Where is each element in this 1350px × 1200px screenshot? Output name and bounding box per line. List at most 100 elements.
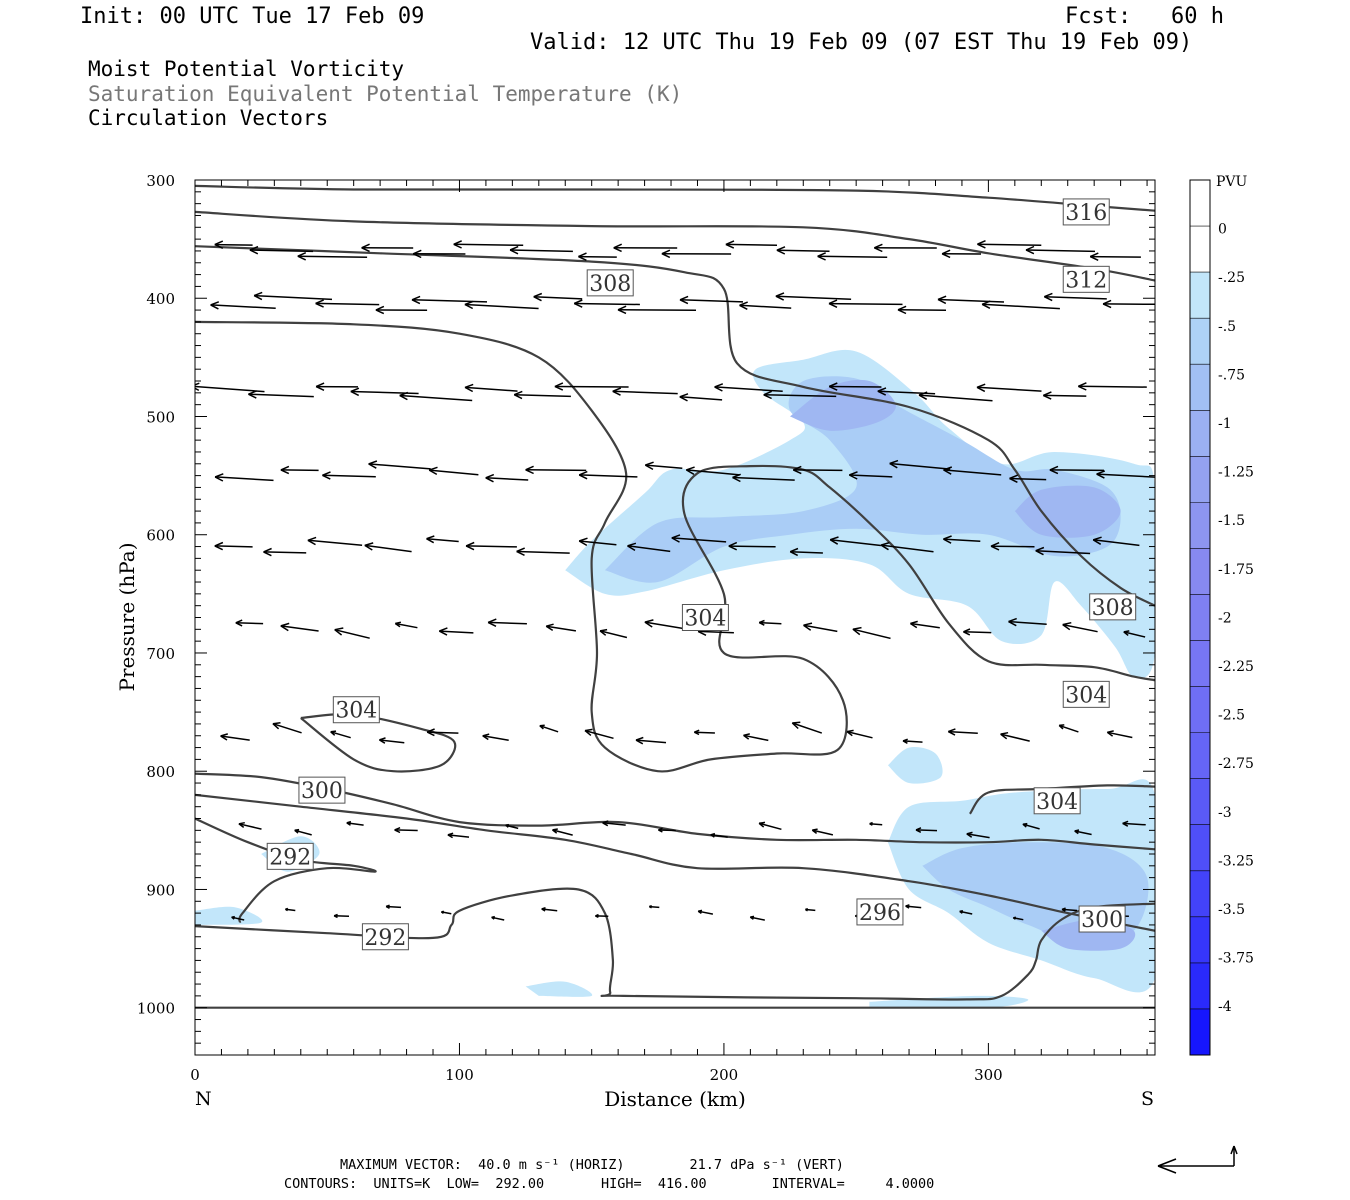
vector-arrow-120 bbox=[791, 721, 823, 734]
vector-arrow-114 bbox=[482, 733, 509, 741]
vector-arrow-161 bbox=[1061, 907, 1078, 912]
vector-arrow-58 bbox=[368, 460, 431, 470]
vector-arrow-68 bbox=[889, 459, 951, 470]
y-tick-label: 300 bbox=[146, 172, 175, 190]
vector-arrow-149 bbox=[440, 910, 452, 915]
vector-arrow-124 bbox=[1000, 731, 1030, 742]
vector-arrow-63 bbox=[644, 461, 683, 471]
field-theta-es: Saturation Equivalent Potential Temperat… bbox=[88, 82, 683, 106]
contour-label-292-12: 292 bbox=[266, 842, 314, 870]
vector-arrow-29 bbox=[739, 301, 792, 310]
contour-label-292-13: 292 bbox=[361, 923, 409, 951]
vector-arrow-59 bbox=[428, 466, 479, 476]
y-axis-label: Pressure (hPa) bbox=[115, 543, 139, 692]
vector-arrow-10 bbox=[661, 249, 732, 259]
vector-arrow-95 bbox=[438, 627, 474, 636]
y-tick-label: 600 bbox=[146, 527, 175, 545]
vector-arrow-56 bbox=[280, 465, 319, 475]
vector-arrow-60 bbox=[485, 473, 529, 483]
vector-arrow-45 bbox=[612, 387, 678, 396]
reference-vector-icon bbox=[1157, 1145, 1238, 1174]
contour-label-312-2: 312 bbox=[1062, 265, 1110, 293]
vector-arrow-109 bbox=[220, 733, 250, 741]
x-tick-label: 100 bbox=[445, 1066, 474, 1084]
vector-arrow-70 bbox=[1009, 474, 1047, 483]
endpoint-north: N bbox=[195, 1088, 212, 1110]
vector-arrow-38 bbox=[248, 390, 314, 399]
vector-arrow-121 bbox=[846, 729, 873, 739]
contour-304-4 bbox=[195, 320, 1155, 773]
vector-arrow-108 bbox=[1123, 630, 1146, 638]
contour-label-304-5: 304 bbox=[681, 604, 729, 632]
vector-arrow-138 bbox=[811, 828, 834, 836]
contour-label-304-8: 304 bbox=[1033, 787, 1081, 815]
vector-arrow-133 bbox=[552, 828, 573, 836]
mpv-region-3 bbox=[790, 379, 896, 431]
vector-arrow-39 bbox=[315, 382, 359, 391]
vector-arrow-130 bbox=[394, 827, 418, 834]
field-vectors: Circulation Vectors bbox=[88, 106, 329, 130]
vector-arrow-119 bbox=[743, 733, 769, 742]
contour-label-300-9: 300 bbox=[298, 776, 346, 804]
vector-arrow-64 bbox=[685, 466, 740, 476]
vector-arrow-20 bbox=[253, 291, 333, 301]
vector-arrow-81 bbox=[627, 542, 671, 553]
vector-arrow-82 bbox=[671, 534, 727, 543]
vector-arrow-33 bbox=[937, 295, 1005, 305]
colorbar-segment-15 bbox=[1190, 824, 1210, 872]
vector-arrow-112 bbox=[379, 737, 405, 744]
vector-arrow-101 bbox=[758, 619, 782, 626]
vector-arrow-49 bbox=[828, 382, 882, 391]
vector-arrow-18 bbox=[1089, 252, 1141, 261]
vector-arrow-28 bbox=[679, 295, 744, 305]
vector-arrow-41 bbox=[399, 391, 473, 402]
forecast-hour: Fcst: 60 h bbox=[1065, 4, 1224, 29]
vector-arrow-72 bbox=[1096, 470, 1155, 479]
vector-arrow-85 bbox=[829, 536, 881, 547]
vector-arrow-4 bbox=[361, 243, 414, 253]
vector-arrow-159 bbox=[959, 909, 973, 915]
colorbar-label: -1.5 bbox=[1218, 513, 1245, 529]
colorbar-label: -2 bbox=[1218, 610, 1232, 626]
vector-arrow-12 bbox=[776, 246, 830, 255]
x-tick-label: 300 bbox=[974, 1066, 1003, 1084]
vector-arrow-83 bbox=[728, 541, 776, 551]
vector-arrow-54 bbox=[1077, 382, 1147, 391]
svg-text:312: 312 bbox=[1065, 268, 1107, 293]
init-time: Init: 00 UTC Tue 17 Feb 09 bbox=[80, 4, 425, 29]
mpv-region-11 bbox=[525, 981, 593, 997]
colorbar-segment-4 bbox=[1190, 318, 1210, 365]
mpv-region-2 bbox=[604, 376, 1121, 583]
vector-arrow-25 bbox=[533, 292, 583, 302]
vector-arrow-153 bbox=[648, 904, 660, 909]
vector-arrow-127 bbox=[238, 821, 262, 830]
vector-arrow-35 bbox=[1043, 292, 1107, 302]
y-tick-label: 500 bbox=[146, 408, 175, 426]
contour-label-296-10: 296 bbox=[856, 898, 904, 926]
vector-arrow-135 bbox=[658, 827, 676, 833]
y-tick-label: 800 bbox=[146, 763, 175, 781]
y-tick-label: 700 bbox=[146, 645, 175, 663]
vector-arrow-16 bbox=[977, 240, 1042, 249]
svg-text:296: 296 bbox=[859, 901, 901, 926]
vector-arrow-9 bbox=[613, 243, 678, 253]
colorbar-segment-18 bbox=[1190, 962, 1210, 1010]
contour-label-304-6: 304 bbox=[332, 696, 380, 724]
vector-arrow-15 bbox=[941, 249, 982, 259]
vector-arrow-7 bbox=[509, 245, 573, 255]
mpv-region-4 bbox=[1014, 485, 1121, 538]
vector-arrow-37 bbox=[195, 382, 265, 393]
vector-arrow-99 bbox=[644, 619, 683, 630]
vector-arrow-140 bbox=[915, 827, 938, 833]
colorbar-label: -1.75 bbox=[1218, 562, 1254, 578]
colorbar-label: -3 bbox=[1218, 805, 1232, 821]
contour-312-2 bbox=[195, 210, 1155, 282]
vector-arrow-129 bbox=[346, 820, 364, 826]
svg-text:308: 308 bbox=[589, 272, 631, 297]
colorbar-label: -.25 bbox=[1218, 270, 1245, 286]
vector-arrow-105 bbox=[963, 628, 992, 636]
colorbar-segment-3 bbox=[1190, 272, 1210, 319]
colorbar-segment-13 bbox=[1190, 732, 1210, 780]
colorbar-label: -3.5 bbox=[1218, 902, 1245, 918]
vector-arrow-5 bbox=[412, 249, 466, 259]
